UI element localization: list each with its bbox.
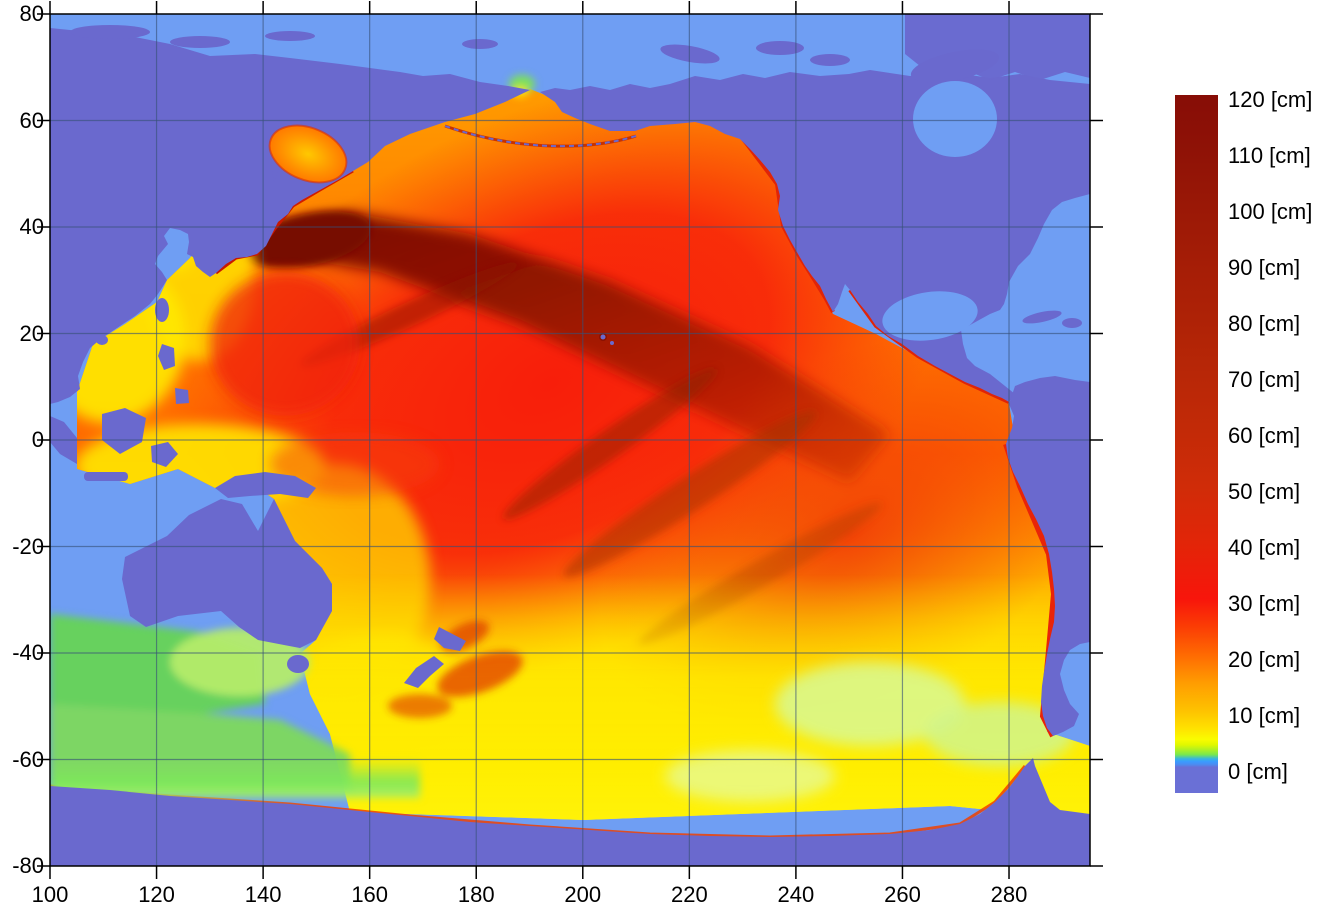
colorbar-label: 80 [cm] xyxy=(1228,311,1301,337)
x-tick-label: 220 xyxy=(670,882,708,907)
x-tick-label: 260 xyxy=(884,882,921,907)
y-tick-label: 80 xyxy=(19,1,44,26)
philippine-sea-red xyxy=(210,272,360,416)
colorbar-label: 10 [cm] xyxy=(1228,703,1301,729)
land-sulawesi xyxy=(151,442,178,467)
colorbar-label: 40 [cm] xyxy=(1228,535,1301,561)
x-tick-label: 180 xyxy=(457,882,495,907)
equatorial-red xyxy=(270,432,440,496)
x-tick-label: 240 xyxy=(777,882,815,907)
x-tick-label: 140 xyxy=(244,882,282,907)
y-tick-label: 60 xyxy=(19,107,44,133)
colorbar-label: 70 [cm] xyxy=(1228,367,1301,393)
y-tick-label: -60 xyxy=(12,746,44,772)
land-new-zealand-south xyxy=(404,656,444,688)
dark-energy-beam xyxy=(263,212,890,482)
x-tick-label: 200 xyxy=(564,882,602,907)
colorbar-label: 120 [cm] xyxy=(1228,87,1313,112)
y-tick-label: 40 xyxy=(19,214,44,239)
land-baffin xyxy=(910,49,1000,83)
south-pale-green-patches xyxy=(665,662,1075,802)
land-antarctica xyxy=(50,758,1090,866)
land-luzon xyxy=(158,344,175,370)
colorbar-label: 0 [cm] xyxy=(1228,759,1288,785)
y-tick-label: -40 xyxy=(12,640,44,665)
x-tick-label: 160 xyxy=(351,882,389,907)
hawaii-islands xyxy=(599,333,614,345)
hudson-bay xyxy=(913,81,997,157)
colorbar-label: 90 [cm] xyxy=(1228,255,1301,281)
gulf-of-mexico xyxy=(882,291,978,341)
y-tick-label: -20 xyxy=(12,533,44,559)
land-arctic-islands xyxy=(70,25,850,66)
land-new-guinea xyxy=(215,472,316,498)
land-australia xyxy=(122,499,332,648)
land-cuba xyxy=(1022,310,1062,324)
land-asia xyxy=(50,28,530,404)
land-new-zealand-north xyxy=(434,627,466,651)
land-mindanao xyxy=(175,388,189,404)
x-tick-label: 120 xyxy=(138,882,175,907)
sea-of-okhotsk xyxy=(269,125,347,183)
colorbar-gradient xyxy=(1175,95,1218,793)
y-tick-label: 20 xyxy=(19,320,44,346)
colorbar-label: 50 [cm] xyxy=(1228,479,1301,505)
land-borneo xyxy=(102,408,146,454)
colorbar-label: 30 [cm] xyxy=(1228,591,1301,617)
colorbar-label: 100 [cm] xyxy=(1228,199,1313,225)
sea-over-land-layer xyxy=(268,81,1082,345)
land-taiwan xyxy=(155,298,169,322)
colorbar-label: 110 [cm] xyxy=(1228,143,1311,168)
land-hainan xyxy=(96,335,108,345)
y-tick-label: -80 xyxy=(12,853,44,878)
land-tasmania xyxy=(287,655,309,673)
colorbar-label: 20 [cm] xyxy=(1228,647,1301,673)
grid-lines xyxy=(50,14,1090,866)
land-south-america xyxy=(1006,376,1090,736)
x-tick-label: 280 xyxy=(990,882,1028,907)
colorbar-label: 60 [cm] xyxy=(1228,423,1301,449)
land-java xyxy=(84,472,128,481)
low-amplitude-green-layer xyxy=(50,75,535,798)
land-hispaniola xyxy=(1062,318,1082,328)
axis-ticks xyxy=(37,1,1103,879)
y-tick-label: 0 xyxy=(31,427,44,452)
x-tick-label: 100 xyxy=(31,882,69,907)
